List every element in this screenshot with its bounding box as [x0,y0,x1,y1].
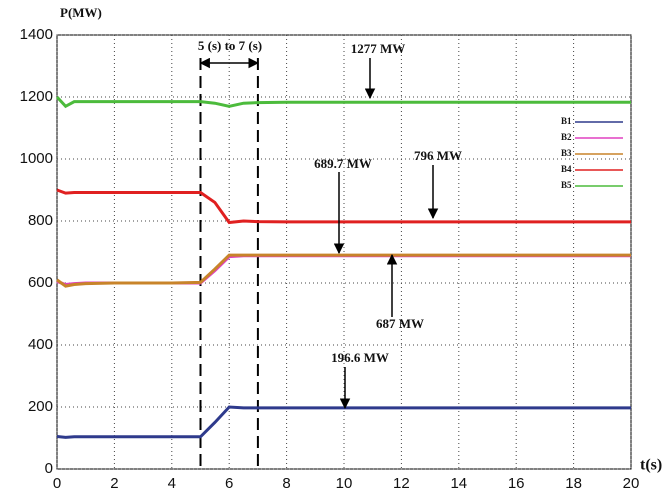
y-axis-label: P(MW) [60,5,102,20]
legend-label: B4 [561,164,572,174]
legend-label: B1 [561,116,572,126]
x-tick-label: 10 [336,475,353,492]
y-tick-label: 1200 [20,88,53,105]
chart: P(MW) t(s) 0 200 400 600 800 1000 1200 1400 0 2 4 6… [0,0,668,495]
x-tick-label: 4 [168,475,176,492]
annotation: 689.7 MW [314,156,372,171]
x-tick-label: 2 [110,475,118,492]
y-tick-label: 0 [45,460,53,477]
x-tick-label: 16 [508,475,525,492]
y-tick-label: 800 [28,212,53,229]
x-tick-label: 6 [225,475,233,492]
x-tick-label: 20 [623,475,640,492]
x-tick-label: 0 [53,475,61,492]
annotation: 796 MW [414,148,462,163]
x-tick-label: 8 [282,475,290,492]
x-axis-label: t(s) [640,457,662,474]
x-tick-label: 12 [393,475,410,492]
y-tick-label: 1400 [20,26,53,43]
x-tick-label: 18 [565,475,582,492]
legend-label: B3 [561,148,572,158]
annotation: 687 MW [376,316,424,331]
annotation: 5 (s) to 7 (s) [198,38,262,53]
legend-label: B2 [561,132,572,142]
y-tick-label: 600 [28,274,53,291]
x-tick-label: 14 [450,475,467,492]
y-tick-label: 200 [28,398,53,415]
annotation: 1277 MW [351,41,406,56]
y-tick-label: 400 [28,336,53,353]
legend-label: B5 [561,180,572,190]
y-tick-label: 1000 [20,150,53,167]
annotation: 196.6 MW [331,350,389,365]
